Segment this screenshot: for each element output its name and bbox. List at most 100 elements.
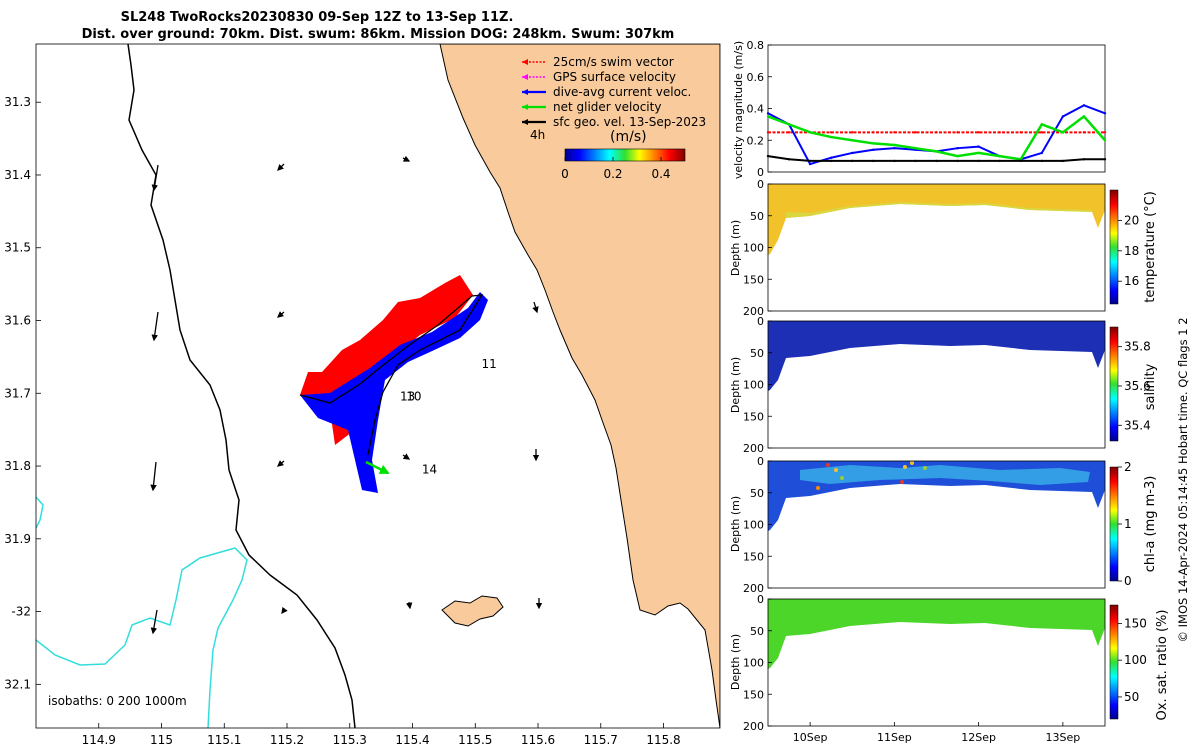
- colorbar-tick-label: 18: [1124, 244, 1139, 258]
- map-y-tick-label: 32.1: [4, 677, 31, 691]
- velocity-series: [766, 104, 1107, 166]
- series-point: [1082, 104, 1086, 107]
- series-point: [829, 159, 833, 163]
- series-point: [998, 131, 1001, 134]
- map-y-tick-label: 31.3: [4, 95, 31, 109]
- velocity-ylabel: velocity magnitude (m/s): [732, 41, 745, 179]
- series-point: [977, 131, 980, 134]
- velocity-y-tick-label: 0: [757, 166, 764, 179]
- isobath-label: isobaths: 0 200 1000m: [48, 694, 187, 708]
- series-point: [829, 135, 833, 139]
- colorbar-tick-label: 35.4: [1124, 418, 1151, 432]
- temperature-deep: [786, 202, 1092, 218]
- legend-arrowhead: [522, 119, 528, 125]
- series-point: [914, 159, 917, 163]
- oxygen-field: [768, 599, 1105, 669]
- series-point: [766, 112, 770, 115]
- island: [441, 595, 504, 627]
- series-point: [766, 131, 770, 134]
- series-point: [977, 145, 980, 148]
- colorbar-tick-label: 0: [561, 167, 569, 181]
- dive-avg-current-swath: [300, 292, 488, 493]
- colorbar-tick-label: 16: [1124, 274, 1139, 288]
- day-label: 11: [482, 357, 497, 371]
- series-point: [1082, 158, 1086, 161]
- series-point: [829, 131, 833, 134]
- salinity-ylabel: Depth (m): [729, 357, 742, 413]
- legend-entry: sfc geo. vel. 13-Sep-2023: [522, 115, 706, 129]
- map-x-tick-label: 115.6: [521, 733, 555, 747]
- map-x-ticks: 114.9 115 115.1 115.2 115.3 115.4 115.5 115.6 11…: [82, 723, 681, 747]
- time-tick-label: 13Sep: [1046, 731, 1081, 744]
- map-x-tick-label: 115.4: [395, 733, 429, 747]
- series-point: [1040, 123, 1044, 126]
- series-point: [766, 154, 770, 158]
- salinity-colorbar-label: salinity: [1143, 363, 1158, 410]
- salinity-colorbar: [1109, 326, 1119, 442]
- chla-hotspots: [816, 461, 927, 490]
- series-point: [956, 154, 959, 158]
- map-x-tick-label: 115.8: [646, 733, 680, 747]
- salinity-field: [768, 321, 1105, 391]
- series-point: [851, 151, 854, 155]
- series-point: [1061, 131, 1065, 134]
- series-point: [808, 131, 812, 134]
- legend-arrowhead: [522, 74, 528, 80]
- isobath-1000: [36, 496, 248, 728]
- time-tick-label: 12Sep: [961, 731, 996, 744]
- title-line-2: Dist. over ground: 70km. Dist. swum: 86k…: [82, 27, 675, 42]
- velocity-panel[interactable]: 0 0.2 0.4 0.6 0.8 velocity magnitude (m/s): [732, 39, 1107, 179]
- time-label: 4h: [530, 128, 545, 142]
- series-point: [829, 156, 833, 159]
- depth-tick-label: 0: [757, 178, 764, 191]
- title-line-1: SL248 TwoRocks20230830 09-Sep 12Z to 13-…: [121, 10, 514, 25]
- series-point: [1019, 131, 1022, 134]
- temperature-panel[interactable]: 0 50 100 150 200 16 18 20 Depth (m) temperatur…: [729, 178, 1158, 318]
- series-point: [1082, 115, 1086, 118]
- chla-y-ticks: 0 50 100 150 200: [743, 455, 772, 595]
- salinity-y-ticks: 0 50 100 150 200: [743, 315, 772, 455]
- chla-panel[interactable]: 0 50 100 150 200 0 1 2 Depth (m) chl-a (mg m-3…: [729, 455, 1158, 595]
- series-point: [893, 159, 896, 163]
- depth-tick-label: 200: [743, 305, 764, 318]
- map-x-tick-label: 115.5: [458, 733, 492, 747]
- legend-label: net glider velocity: [553, 100, 661, 114]
- series-point: [808, 162, 812, 166]
- isobath-200: [127, 44, 356, 728]
- depth-tick-label: 200: [743, 582, 764, 595]
- series-point: [935, 159, 938, 163]
- day-label: 14: [422, 462, 437, 476]
- series-point: [1019, 159, 1022, 163]
- salinity-colorbar-ticks: 35.4 35.6 35.8: [1118, 340, 1151, 432]
- map-y-tick-label: 31.4: [4, 168, 31, 182]
- depth-tick-label: 50: [750, 210, 764, 223]
- depth-tick-label: 50: [750, 487, 764, 500]
- series-point: [977, 151, 980, 155]
- series-point: [1061, 159, 1065, 163]
- velocity-y-tick-label: 0.6: [747, 71, 765, 84]
- legend-entry: 25cm/s swim vector: [522, 55, 674, 69]
- series-point: [872, 148, 875, 151]
- temperature-ylabel: Depth (m): [729, 220, 742, 276]
- series-point: [1103, 112, 1107, 115]
- map-y-ticks: 31.3 31.4 31.5 31.6 31.7 31.8 31.9 -32 32.1: [4, 95, 41, 691]
- colorbar-tick-label: 35.6: [1124, 379, 1151, 393]
- depth-tick-label: 200: [743, 720, 764, 733]
- map-y-tick-label: 31.9: [4, 532, 31, 546]
- day-label: 13: [400, 390, 415, 404]
- depth-tick-label: 0: [757, 593, 764, 606]
- oxygen-panel[interactable]: 0 50 100 150 200 50 100 150 Depth (m) Ox. sat.…: [729, 593, 1170, 744]
- depth-tick-label: 150: [743, 410, 764, 423]
- salinity-panel[interactable]: 0 50 100 150 200 35.4 35.6 35.8 Depth (m) sali…: [729, 315, 1158, 455]
- depth-tick-label: 0: [757, 315, 764, 328]
- depth-tick-label: 100: [743, 242, 764, 255]
- velocity-y-tick-label: 0.2: [747, 134, 765, 147]
- series-point: [998, 159, 1001, 163]
- series-point: [808, 159, 812, 163]
- series-point: [914, 131, 917, 134]
- series-point: [872, 142, 875, 145]
- speed-colorbar-ticks: 0 0.2 0.4: [561, 157, 671, 181]
- colorbar-tick-label: 150: [1124, 616, 1147, 630]
